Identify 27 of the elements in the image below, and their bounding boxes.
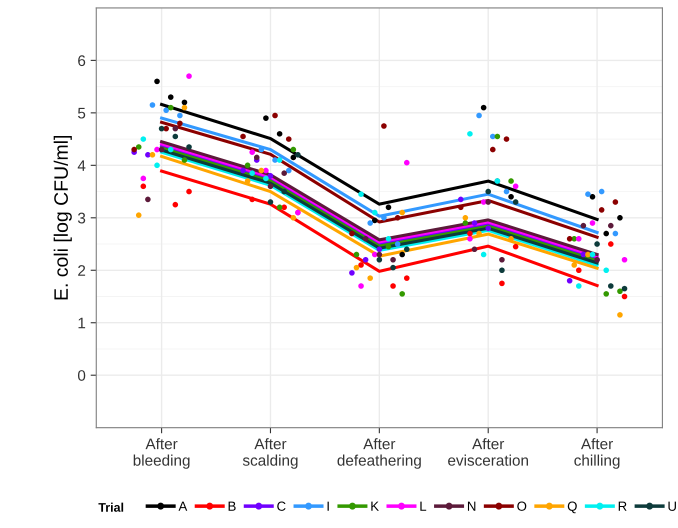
legend-label: K — [371, 502, 379, 511]
y-tick-label: 2 — [78, 265, 86, 276]
x-tick-label: After chilling — [574, 438, 620, 469]
legend-label: I — [328, 502, 329, 511]
legend-label: B — [228, 502, 236, 511]
legend-label: R — [618, 502, 627, 511]
legend-label: Q — [568, 502, 577, 514]
legend-label: U — [668, 502, 676, 511]
legend-label: O — [517, 502, 526, 511]
y-tick-label: 4 — [78, 160, 86, 171]
legend-label: N — [468, 502, 476, 511]
x-tick-label: After defeathering — [338, 438, 421, 469]
legend-label: C — [277, 502, 286, 511]
y-tick-label: 0 — [78, 370, 86, 381]
line-series — [160, 170, 599, 288]
x-tick-label: After bleeding — [134, 438, 190, 469]
line-series — [160, 102, 599, 221]
y-tick-label: 6 — [78, 55, 86, 66]
legend-label: L — [420, 502, 426, 511]
x-tick-label: After evisceration — [448, 438, 528, 466]
y-axis-title: E. coli [log CFU/ml] — [54, 136, 72, 300]
legend-label: A — [178, 502, 188, 511]
x-tick-label: After scalding — [242, 438, 298, 469]
legend-title: Trial — [98, 502, 124, 512]
y-tick-label: 5 — [78, 108, 86, 119]
y-tick-label: 3 — [78, 212, 86, 224]
y-tick-label: 1 — [78, 318, 86, 328]
